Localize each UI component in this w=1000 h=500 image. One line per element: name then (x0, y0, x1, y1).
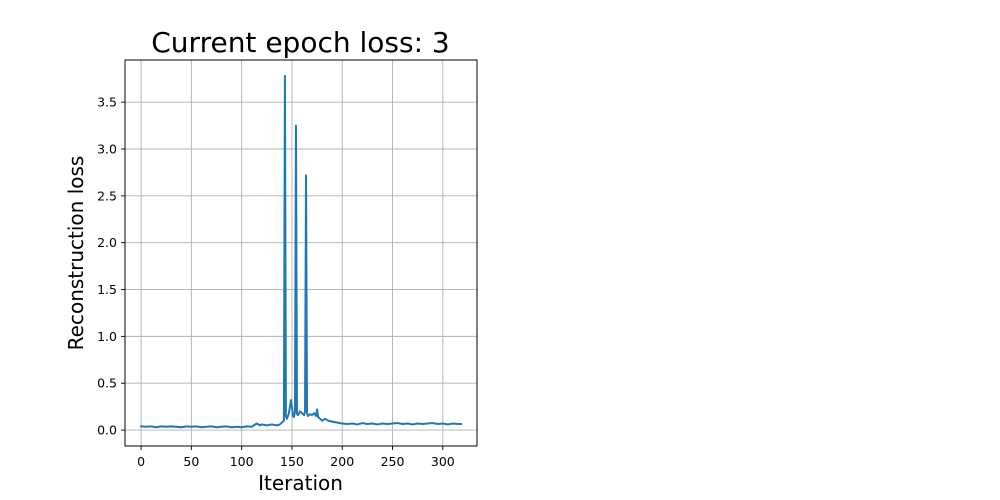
x-tick-label: 300 (431, 454, 455, 469)
tick-layer: 0 50 100 150 200 250 300 0.0 0.5 1.0 1.5 2.0 2.5 3.0 3… (97, 95, 455, 469)
y-tick-label: 3.0 (97, 142, 117, 157)
y-tick-label: 1.0 (97, 329, 117, 344)
y-tick-label: 0.0 (97, 423, 117, 438)
x-tick-label: 0 (137, 454, 145, 469)
series-layer (140, 74, 462, 429)
y-tick-label: 2.0 (97, 235, 117, 250)
y-tick-label: 3.5 (97, 95, 117, 110)
y-axis-label: Reconstruction loss (64, 156, 88, 351)
grid-layer (125, 60, 477, 446)
y-tick-label: 1.5 (97, 282, 117, 297)
plot-frame (124, 59, 478, 447)
x-tick-label: 200 (330, 454, 354, 469)
chart-title: Current epoch loss: 3 (151, 26, 449, 59)
loss-series-line (140, 74, 462, 429)
y-tick-label: 2.5 (97, 188, 117, 203)
x-axis-label: Iteration (258, 471, 343, 495)
x-tick-label: 50 (183, 454, 199, 469)
y-tick-label: 0.5 (97, 376, 117, 391)
x-tick-label: 100 (230, 454, 254, 469)
x-tick-label: 150 (280, 454, 304, 469)
x-tick-label: 250 (381, 454, 405, 469)
